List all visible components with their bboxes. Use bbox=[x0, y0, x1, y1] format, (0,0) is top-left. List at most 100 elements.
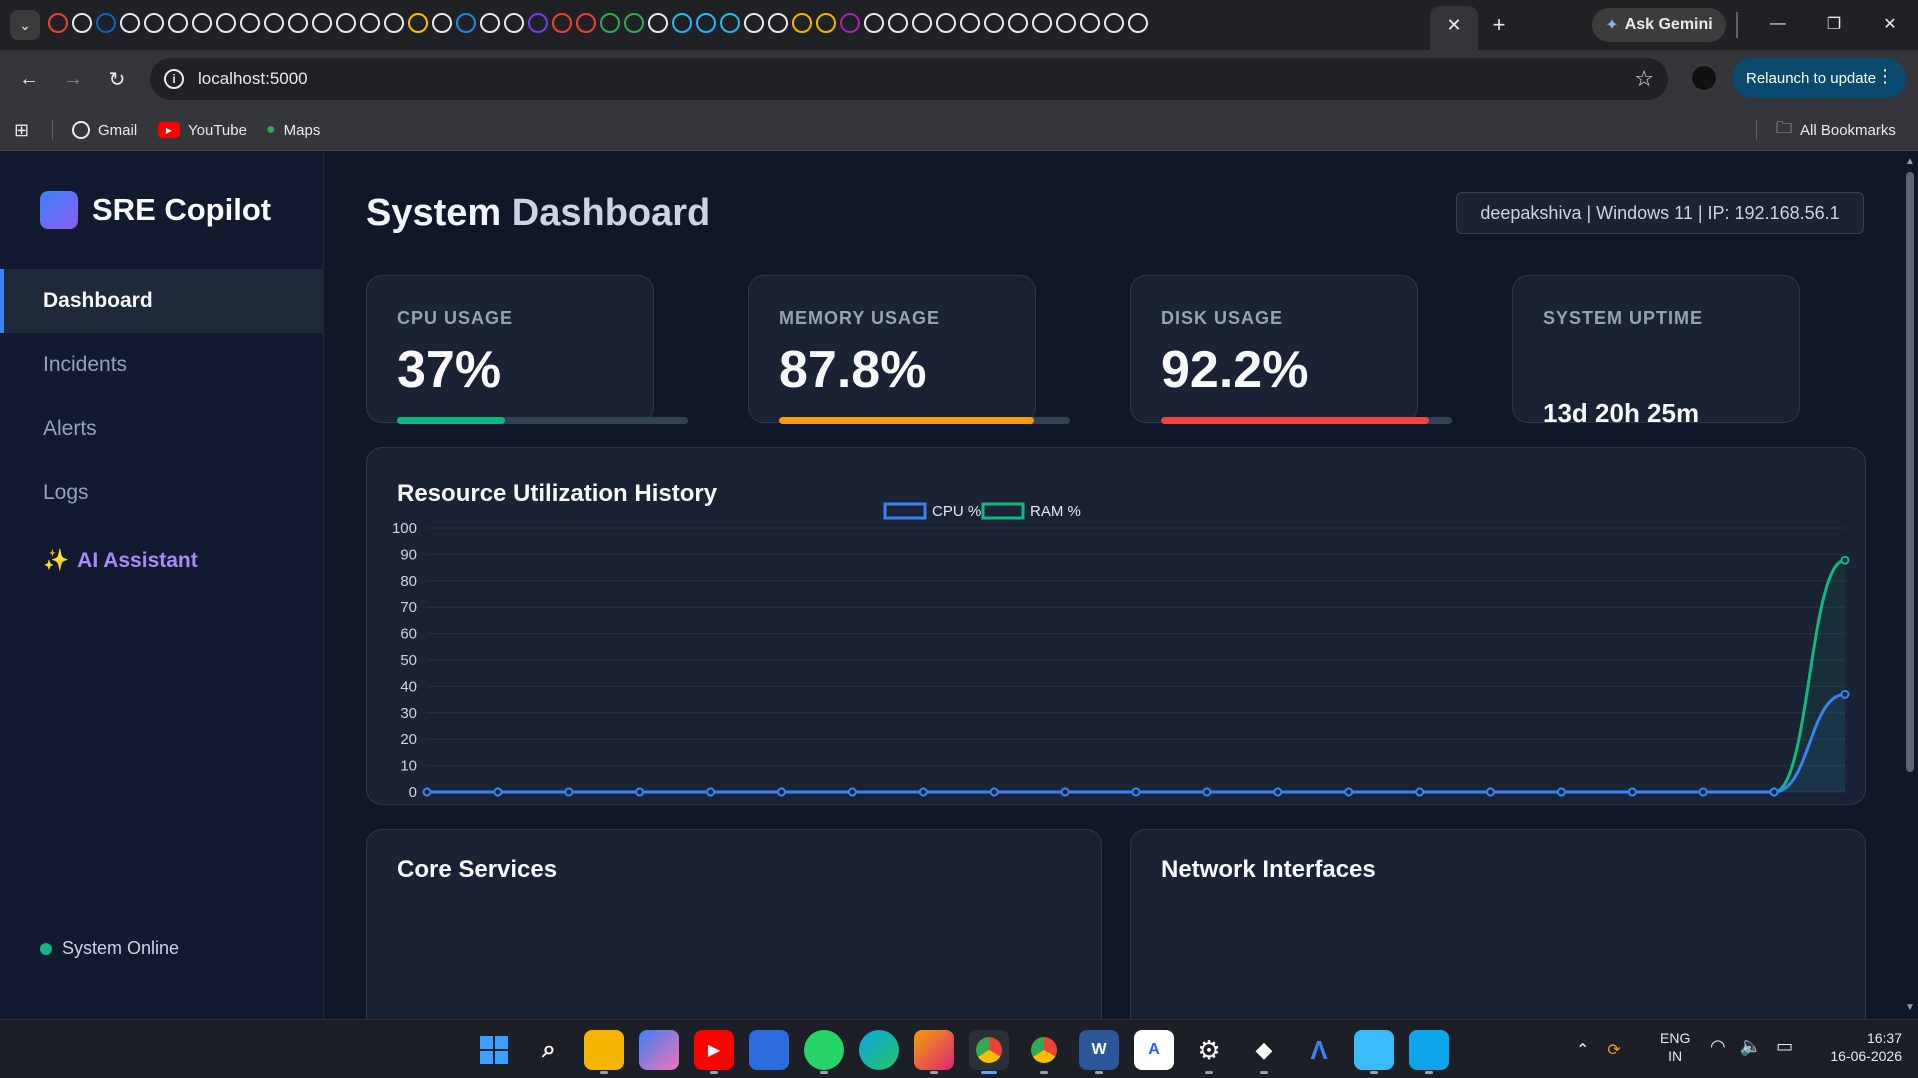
scroll-up-icon[interactable]: ▲ bbox=[1905, 156, 1915, 167]
address-bar[interactable]: i localhost:5000 ☆ bbox=[150, 58, 1668, 100]
instagram-icon[interactable] bbox=[914, 1030, 954, 1074]
notepad-icon[interactable] bbox=[1354, 1030, 1394, 1074]
tab-favicon[interactable] bbox=[312, 13, 332, 33]
scrollbar-thumb[interactable] bbox=[1906, 172, 1914, 772]
reload-icon[interactable]: ↻ bbox=[108, 68, 126, 91]
cube-app-icon[interactable]: ◆ bbox=[1244, 1030, 1284, 1074]
tab-favicon[interactable] bbox=[144, 13, 164, 33]
all-bookmarks-button[interactable]: 🗀 All Bookmarks bbox=[1776, 119, 1896, 141]
tab-favicon[interactable] bbox=[936, 13, 956, 33]
tab-favicon[interactable] bbox=[192, 13, 212, 33]
language-indicator[interactable]: ENG IN bbox=[1660, 1029, 1690, 1065]
clock[interactable]: 16:37 16-06-2026 bbox=[1814, 1029, 1902, 1065]
tab-favicon[interactable] bbox=[576, 13, 596, 33]
tab-favicon[interactable] bbox=[720, 13, 740, 33]
scroll-down-icon[interactable]: ▼ bbox=[1905, 1002, 1915, 1013]
tab-favicon[interactable] bbox=[792, 13, 812, 33]
minimize-window-button[interactable]: — bbox=[1770, 15, 1786, 32]
sidebar-item-alerts[interactable]: Alerts bbox=[43, 417, 97, 440]
search-icon[interactable]: ⌕ bbox=[542, 1036, 556, 1063]
tab-favicon[interactable] bbox=[864, 13, 884, 33]
tab-favicon[interactable] bbox=[240, 13, 260, 33]
tab-favicon[interactable] bbox=[72, 13, 92, 33]
tab-favicon[interactable] bbox=[336, 13, 356, 33]
url-text[interactable]: localhost:5000 bbox=[198, 69, 308, 88]
sidebar-item-ai-assistant[interactable]: ✨ AI Assistant bbox=[0, 529, 324, 593]
tab-favicon[interactable] bbox=[816, 13, 836, 33]
start-menu-icon[interactable] bbox=[474, 1030, 514, 1070]
tab-favicon[interactable] bbox=[624, 13, 644, 33]
tab-favicon[interactable] bbox=[888, 13, 908, 33]
chrome-canary-icon[interactable] bbox=[1024, 1030, 1064, 1074]
tab-favicon[interactable] bbox=[840, 13, 860, 33]
tab-favicon[interactable] bbox=[1056, 13, 1076, 33]
tab-favicon[interactable] bbox=[504, 13, 524, 33]
sidebar-item-logs[interactable]: Logs bbox=[43, 481, 89, 504]
tab-favicon[interactable] bbox=[552, 13, 572, 33]
tab-favicon[interactable] bbox=[48, 13, 68, 33]
tab-favicon[interactable] bbox=[96, 13, 116, 33]
close-window-button[interactable]: ✕ bbox=[1883, 16, 1897, 33]
tab-search-button[interactable]: ⌄ bbox=[10, 10, 40, 40]
tab-favicon[interactable] bbox=[528, 13, 548, 33]
page-scrollbar[interactable]: ▲ ▼ bbox=[1902, 152, 1918, 1019]
tab-favicon[interactable] bbox=[960, 13, 980, 33]
site-info-icon[interactable]: i bbox=[164, 69, 184, 89]
settings-gear-icon[interactable]: ⚙ bbox=[1189, 1030, 1229, 1074]
bookmark-gmail[interactable]: Gmail bbox=[72, 119, 137, 141]
tab-favicon[interactable] bbox=[384, 13, 404, 33]
tab-favicon[interactable] bbox=[408, 13, 428, 33]
tab-favicon[interactable] bbox=[216, 13, 236, 33]
tab-favicon[interactable] bbox=[744, 13, 764, 33]
sidebar-item-incidents[interactable]: Incidents bbox=[43, 353, 128, 376]
tab-favicon[interactable] bbox=[288, 13, 308, 33]
apps-grid-icon[interactable]: ⊞ bbox=[14, 119, 30, 140]
quick-settings[interactable]: ◠ 🔈 ▭ bbox=[1710, 1036, 1793, 1057]
youtube-app-icon[interactable]: ▶ bbox=[694, 1030, 734, 1074]
sidebar-item-dashboard[interactable]: Dashboard bbox=[0, 269, 324, 333]
tab-favicon[interactable] bbox=[1128, 13, 1148, 33]
bookmark-maps[interactable]: ● Maps bbox=[266, 119, 320, 141]
azure-icon[interactable]: Λ bbox=[1310, 1034, 1328, 1065]
file-explorer-icon[interactable] bbox=[584, 1030, 624, 1074]
ask-gemini-button[interactable]: ✦ Ask Gemini bbox=[1592, 8, 1726, 42]
tab-favicon[interactable] bbox=[768, 13, 788, 33]
chrome-icon[interactable] bbox=[969, 1030, 1009, 1074]
word-icon[interactable]: W bbox=[1079, 1030, 1119, 1074]
bookmark-youtube[interactable]: ▶ YouTube bbox=[158, 119, 247, 141]
tab-favicon[interactable] bbox=[456, 13, 476, 33]
bookmark-star-icon[interactable]: ☆ bbox=[1634, 66, 1654, 91]
photos-icon[interactable] bbox=[1409, 1030, 1449, 1074]
tab-favicon[interactable] bbox=[1032, 13, 1052, 33]
tab-favicon[interactable] bbox=[480, 13, 500, 33]
tab-favicon[interactable] bbox=[120, 13, 140, 33]
tab-favicon[interactable] bbox=[1080, 13, 1100, 33]
tab-favicon[interactable] bbox=[672, 13, 692, 33]
whatsapp-icon[interactable] bbox=[804, 1030, 844, 1074]
tab-favicon[interactable] bbox=[600, 13, 620, 33]
azure-data-studio-icon[interactable]: A bbox=[1134, 1030, 1174, 1070]
tab-favicon[interactable] bbox=[264, 13, 284, 33]
microsoft-store-icon[interactable] bbox=[749, 1030, 789, 1070]
active-tab[interactable] bbox=[1430, 6, 1478, 50]
tab-favicon[interactable] bbox=[1104, 13, 1124, 33]
close-tab-icon[interactable]: ✕ bbox=[1446, 14, 1462, 35]
relaunch-to-update-button[interactable]: Relaunch to update ⋮ bbox=[1732, 58, 1906, 98]
forward-arrow-icon[interactable]: → bbox=[63, 67, 83, 90]
tab-favicon[interactable] bbox=[984, 13, 1004, 33]
tab-favicon[interactable] bbox=[360, 13, 380, 33]
tab-favicon[interactable] bbox=[168, 13, 188, 33]
restore-window-button[interactable]: ❐ bbox=[1826, 16, 1842, 33]
tab-favicon[interactable] bbox=[912, 13, 932, 33]
edge-icon[interactable] bbox=[859, 1030, 899, 1070]
profile-avatar[interactable] bbox=[1690, 64, 1718, 92]
tab-favicon[interactable] bbox=[696, 13, 716, 33]
tab-favicon[interactable] bbox=[432, 13, 452, 33]
sync-icon[interactable]: ⟳ bbox=[1607, 1042, 1621, 1059]
new-tab-button[interactable]: + bbox=[1492, 12, 1506, 37]
tab-favicon[interactable] bbox=[648, 13, 668, 33]
chevron-up-icon[interactable]: ⌃ bbox=[1576, 1042, 1590, 1059]
copilot-icon[interactable] bbox=[639, 1030, 679, 1070]
back-arrow-icon[interactable]: ← bbox=[19, 67, 39, 90]
tab-favicon[interactable] bbox=[1008, 13, 1028, 33]
